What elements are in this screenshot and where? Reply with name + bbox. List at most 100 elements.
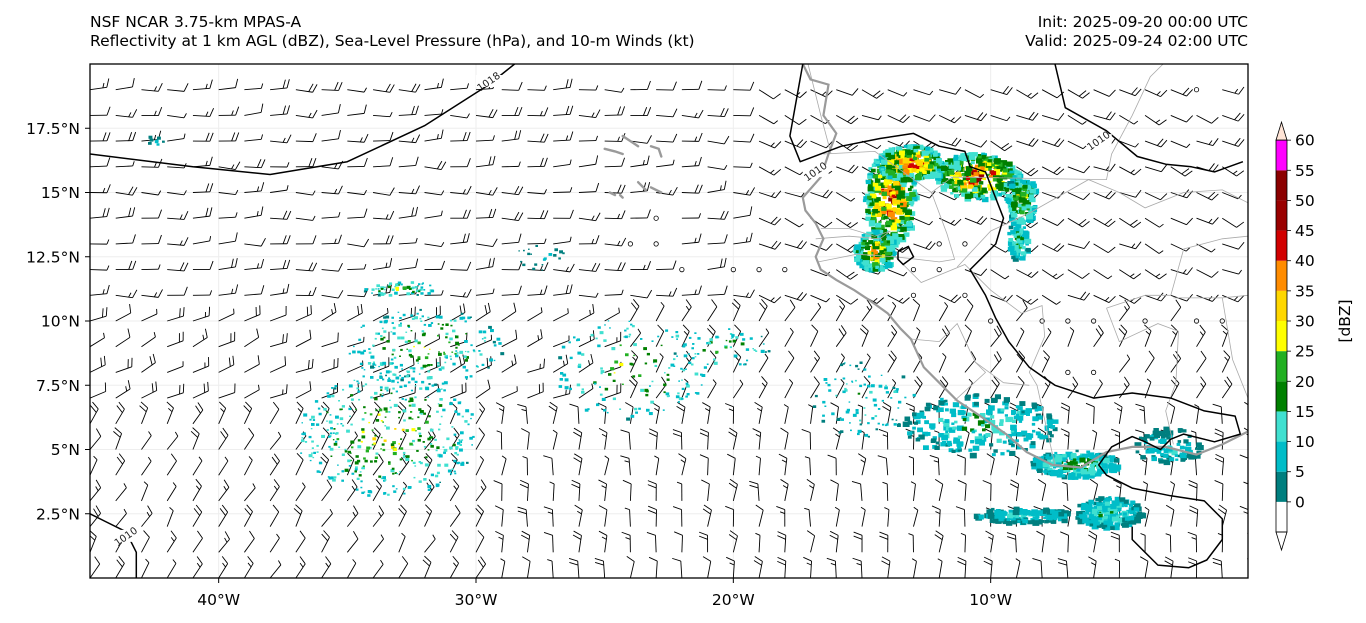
reflectivity-cell [1098,500,1102,503]
reflectivity-cell [987,513,995,519]
reflectivity-cell [455,346,458,349]
reflectivity-cell [483,336,487,339]
reflectivity-cell [301,439,305,443]
wind-barb [578,85,599,91]
reflectivity-cell [406,370,410,374]
reflectivity-cell [410,330,413,332]
wind-barb [517,403,528,424]
reflectivity-cell [437,334,439,337]
reflectivity-cell [398,443,400,445]
reflectivity-cell [1046,467,1050,471]
wind-barb [321,211,341,219]
reflectivity-cell [1047,423,1053,428]
shower-cluster [673,328,771,366]
reflectivity-cell [308,435,312,439]
reflectivity-cell [370,355,375,359]
reflectivity-cell [1079,473,1084,477]
reflectivity-cell [419,435,422,438]
reflectivity-cell [383,439,387,442]
wind-barb [754,402,763,424]
reflectivity-cell [675,395,680,399]
reflectivity-cell [383,292,386,295]
wind-barb [656,159,675,168]
reflectivity-cell [945,430,949,434]
calm-wind-marker [1219,318,1225,324]
reflectivity-cell [1030,181,1036,186]
reflectivity-cell [743,363,746,366]
wind-barb [1015,558,1021,578]
wind-barb [681,109,704,119]
reflectivity-cell [558,385,563,388]
reflectivity-cell [1126,509,1131,514]
wind-barb [578,182,600,193]
wind-barb [1118,299,1130,322]
wind-barb [501,285,522,296]
wind-barb [1247,320,1248,321]
island [608,191,617,197]
reflectivity-cell [1057,469,1064,474]
reflectivity-cell [429,348,431,350]
wind-barb [449,555,459,578]
reflectivity-cell [1004,406,1009,410]
reflectivity-cell [880,176,885,180]
reflectivity-cell [341,424,345,427]
wind-barb [835,325,847,347]
wind-barb [1067,89,1090,99]
wind-barb [836,115,859,125]
wind-barb [681,156,702,168]
wind-barb [882,402,892,424]
wind-barb [1170,217,1194,226]
wind-barb [424,190,445,196]
wind-barb [218,401,227,424]
wind-barb [321,81,343,91]
reflectivity-cell [1007,513,1013,519]
reflectivity-cell [389,362,393,365]
reflectivity-cell [397,281,402,285]
wind-barb [424,210,443,219]
wind-barb [295,286,317,296]
reflectivity-cell [1095,456,1101,462]
reflectivity-cell [442,408,446,412]
reflectivity-cell [361,491,365,494]
wind-barb [598,530,608,553]
wind-barb [475,208,497,219]
calm-wind-marker [679,266,685,273]
wind-barb [836,164,859,174]
reflectivity-cell [628,333,632,336]
reflectivity-cell [884,188,890,193]
reflectivity-cell [1004,414,1008,417]
shower-cluster [348,308,505,386]
wind-barb [810,376,820,399]
wind-barb [449,530,459,553]
wind-barb [573,453,583,476]
wind-barb [501,329,518,348]
reflectivity-cell [522,263,526,267]
reflectivity-cell [329,432,333,435]
reflectivity-cell [360,480,363,483]
wind-barb [1119,166,1142,176]
wind-barb [1170,350,1182,373]
wind-barb [836,88,859,96]
reflectivity-cell [455,335,459,339]
wind-barb [1016,111,1039,121]
wind-barb [810,294,830,303]
reflectivity-cell [429,284,432,287]
wind-barb [244,83,264,91]
reflectivity-cell [939,401,945,406]
wind-barb [604,237,627,247]
reflectivity-cell [827,383,831,387]
wind-barb [423,453,433,476]
wind-barb [784,192,805,198]
reflectivity-cell [906,202,911,206]
reflectivity-cell [954,420,958,424]
reflectivity-cell [979,166,985,171]
wind-barb [626,556,635,578]
reflectivity-cell [671,336,674,338]
reflectivity-cell [935,441,940,445]
wind-barb [990,85,1013,95]
wind-barb [1144,269,1167,280]
wind-barb [192,357,210,373]
lat-tick-label: 5°N [51,441,80,459]
wind-barb [1041,243,1065,252]
reflectivity-cell [954,193,960,198]
